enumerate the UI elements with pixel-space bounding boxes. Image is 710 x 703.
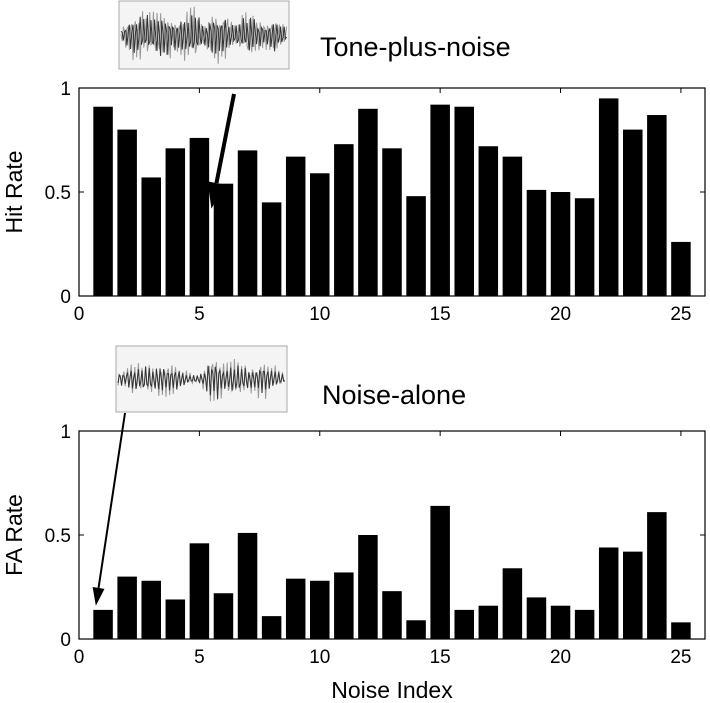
hit-rate-x-tick-label: 10 <box>309 304 330 325</box>
fa-rate-bar <box>237 532 258 639</box>
fa-rate-y-ticks: 00.51 <box>45 422 705 651</box>
fa-rate-bar <box>285 578 306 639</box>
fa-rate-panel: 00.51 0 5 10 15 20 25 FA Rate Noise Index Noi… <box>1 345 706 703</box>
hit-rate-x-ticks: 0 5 10 15 20 25 <box>74 88 691 325</box>
hit-rate-bar <box>310 173 330 296</box>
fa-rate-bar <box>406 620 426 639</box>
hit-rate-y-tick-label: 0 <box>60 287 71 308</box>
fa-rate-x-ticks: 0 5 10 15 20 25 <box>74 431 691 668</box>
hit-rate-x-tick-label: 20 <box>550 304 571 325</box>
fa-rate-arrow <box>92 412 126 606</box>
hit-rate-bar <box>478 146 499 296</box>
fa-rate-bar <box>93 609 113 639</box>
hit-rate-bar <box>189 137 210 296</box>
hit-rate-bar <box>406 196 426 296</box>
fa-rate-bars <box>93 505 691 639</box>
hit-rate-bar <box>237 150 258 296</box>
hit-rate-y-tick-label: 0.5 <box>45 183 71 204</box>
hit-rate-bar <box>93 106 113 296</box>
fa-rate-bar <box>550 605 571 639</box>
fa-rate-bar <box>647 512 667 639</box>
hit-rate-x-tick-label: 5 <box>194 304 205 325</box>
fa-rate-y-axis-label: FA Rate <box>1 494 27 576</box>
hit-rate-bar <box>430 104 450 296</box>
noise-alone-waveform-inset <box>115 345 288 413</box>
fa-rate-bar <box>261 616 282 639</box>
fa-rate-bar <box>358 535 378 639</box>
hit-rate-bar <box>213 183 234 296</box>
fa-rate-y-tick-label: 0 <box>60 630 71 651</box>
fa-rate-x-tick-label: 25 <box>670 647 691 668</box>
hit-rate-x-tick-label: 15 <box>430 304 451 325</box>
fa-rate-bar <box>213 593 234 639</box>
fa-rate-bar <box>502 568 523 639</box>
tone-plus-noise-label: Tone-plus-noise <box>320 32 511 62</box>
fa-rate-bar <box>382 591 402 639</box>
fa-rate-x-tick-label: 5 <box>194 647 205 668</box>
hit-rate-y-axis-label: Hit Rate <box>1 150 27 233</box>
fa-rate-bar <box>623 551 643 639</box>
hit-rate-bar <box>261 202 282 296</box>
fa-rate-x-tick-label: 20 <box>550 647 571 668</box>
fa-rate-bar <box>165 599 186 639</box>
hit-rate-y-tick-label: 1 <box>60 79 71 100</box>
fa-rate-x-tick-label: 0 <box>74 647 85 668</box>
hit-rate-bar <box>141 177 161 296</box>
x-axis-label: Noise Index <box>331 677 453 703</box>
fa-rate-bar <box>478 605 499 639</box>
fa-rate-bar <box>117 576 137 639</box>
fa-rate-bar <box>454 609 474 639</box>
fa-rate-x-tick-label: 10 <box>309 647 330 668</box>
noise-alone-label: Noise-alone <box>322 380 466 410</box>
fa-rate-y-tick-label: 0.5 <box>45 526 71 547</box>
fa-rate-bar <box>671 622 691 639</box>
hit-rate-bar <box>623 129 643 296</box>
hit-rate-x-tick-label: 0 <box>74 304 85 325</box>
fa-rate-bar <box>598 547 619 639</box>
hit-rate-arrow <box>207 93 236 209</box>
hit-rate-bar <box>117 129 137 296</box>
fa-rate-bar <box>141 580 161 639</box>
hit-rate-bar <box>526 189 547 296</box>
hit-rate-bars <box>93 98 691 297</box>
hit-rate-x-tick-label: 25 <box>670 304 691 325</box>
fa-rate-bar <box>189 543 210 639</box>
fa-rate-bar <box>334 572 354 639</box>
fa-rate-x-tick-label: 15 <box>430 647 451 668</box>
hit-rate-bar <box>550 192 571 296</box>
hit-rate-bar <box>382 148 402 296</box>
hit-rate-bar <box>454 106 474 296</box>
hit-rate-bar <box>647 115 667 296</box>
hit-rate-bar <box>671 241 691 296</box>
hit-rate-bar <box>165 148 186 296</box>
fa-rate-y-tick-label: 1 <box>60 422 71 443</box>
hit-rate-y-ticks: 00.51 <box>45 79 705 308</box>
fa-rate-bar <box>526 597 547 639</box>
fa-rate-bar <box>430 505 450 639</box>
hit-rate-bar <box>358 108 378 296</box>
hit-rate-panel: 00.51 0 5 10 15 20 25 Hit Rate Tone-plus-nois… <box>1 0 706 325</box>
hit-rate-bar <box>502 156 523 296</box>
fa-rate-bar <box>310 580 330 639</box>
hit-rate-bar <box>574 198 595 296</box>
fa-rate-bar <box>574 609 595 639</box>
tone-plus-noise-waveform-inset <box>118 0 290 70</box>
hit-rate-bar <box>285 156 306 296</box>
hit-rate-bar <box>598 98 619 297</box>
hit-rate-bar <box>334 144 354 296</box>
